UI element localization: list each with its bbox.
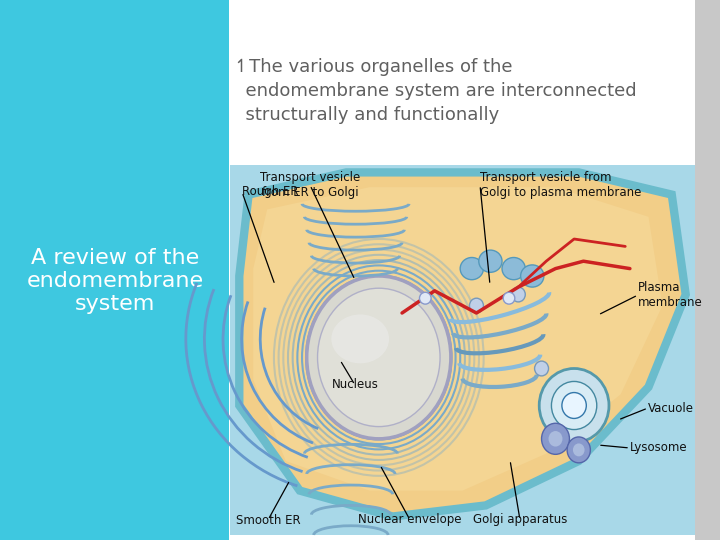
Ellipse shape — [549, 431, 562, 447]
Ellipse shape — [573, 443, 585, 456]
Ellipse shape — [318, 288, 440, 427]
Ellipse shape — [562, 393, 586, 418]
Ellipse shape — [503, 292, 515, 304]
Bar — [695, 0, 720, 540]
Ellipse shape — [479, 250, 502, 272]
Ellipse shape — [420, 292, 431, 304]
Text: Nucleus: Nucleus — [332, 379, 379, 392]
Ellipse shape — [511, 287, 526, 302]
Ellipse shape — [331, 314, 389, 363]
Text: A review of the
endomembrane
system: A review of the endomembrane system — [27, 248, 204, 314]
Text: Lysosome: Lysosome — [630, 442, 688, 455]
Ellipse shape — [541, 423, 570, 454]
Text: Transport vesicle
from ER to Golgi: Transport vesicle from ER to Golgi — [260, 171, 360, 199]
Ellipse shape — [552, 381, 597, 429]
Text: endomembrane system are interconnected: endomembrane system are interconnected — [234, 82, 636, 100]
Polygon shape — [253, 187, 662, 491]
Ellipse shape — [460, 258, 483, 280]
Text: Golgi apparatus: Golgi apparatus — [473, 514, 567, 526]
Ellipse shape — [307, 276, 451, 439]
Ellipse shape — [534, 361, 549, 376]
Ellipse shape — [502, 258, 526, 280]
Text: Smooth ER: Smooth ER — [235, 514, 300, 526]
Text: Nuclear envelope: Nuclear envelope — [359, 514, 462, 526]
Text: ↿The various organelles of the: ↿The various organelles of the — [234, 58, 513, 76]
Text: Transport vesicle from
Golgi to plasma membrane: Transport vesicle from Golgi to plasma m… — [480, 171, 642, 199]
Text: Plasma
membrane: Plasma membrane — [638, 281, 703, 309]
Polygon shape — [239, 172, 685, 516]
Ellipse shape — [469, 298, 483, 313]
Ellipse shape — [567, 437, 590, 463]
Text: Vacuole: Vacuole — [648, 402, 694, 415]
Bar — [230, 165, 695, 535]
Bar — [0, 0, 229, 540]
Text: structurally and functionally: structurally and functionally — [234, 106, 499, 124]
Ellipse shape — [539, 368, 609, 442]
Text: Rough ER: Rough ER — [242, 186, 299, 199]
Ellipse shape — [521, 265, 544, 287]
